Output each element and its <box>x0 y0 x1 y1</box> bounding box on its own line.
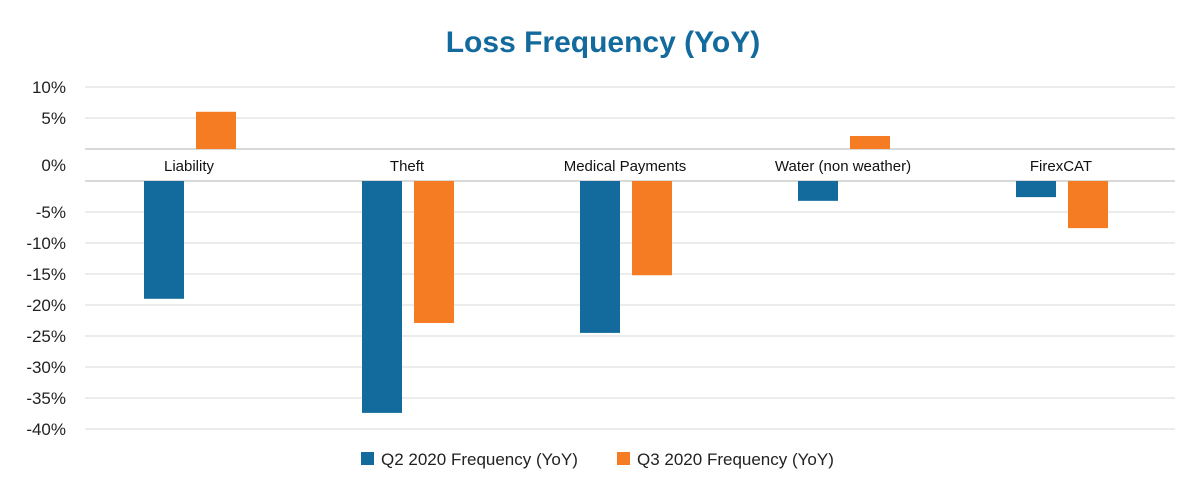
chart-title: Loss Frequency (YoY) <box>446 26 761 59</box>
y-tick-label: -20% <box>26 296 66 315</box>
y-axis: 10% 5% 0% -5% -10% -15% -20% -25% -30% -35% -40% <box>26 78 66 439</box>
bar-q3 <box>850 135 890 149</box>
bar-q2 <box>1016 181 1056 198</box>
bar-q2 <box>580 181 620 333</box>
x-tick-label: Liability <box>164 158 215 175</box>
y-tick-label: 10% <box>32 78 66 97</box>
x-tick-label: Medical Payments <box>564 158 687 175</box>
x-tick-label: Water (non weather) <box>775 158 911 175</box>
bar-q3 <box>1068 181 1108 229</box>
bar-q3 <box>196 111 236 149</box>
legend-swatch <box>361 452 374 465</box>
y-tick-label: -30% <box>26 358 66 377</box>
legend-swatch <box>617 452 630 465</box>
y-tick-label: -15% <box>26 265 66 284</box>
legend: Q2 2020 Frequency (YoY) Q3 2020 Frequency… <box>361 450 834 469</box>
bars <box>144 111 1108 413</box>
bar-q2 <box>144 181 184 299</box>
bar-q2 <box>362 181 402 413</box>
legend-label: Q2 2020 Frequency (YoY) <box>381 450 578 469</box>
y-tick-label: -25% <box>26 327 66 346</box>
bar-q2 <box>798 181 838 201</box>
legend-label: Q3 2020 Frequency (YoY) <box>637 450 834 469</box>
y-tick-label: -35% <box>26 389 66 408</box>
y-tick-label: 0% <box>41 156 66 175</box>
x-tick-label: Theft <box>390 158 425 175</box>
bar-q3 <box>632 181 672 276</box>
y-tick-label: 5% <box>41 109 66 128</box>
y-tick-label: -5% <box>36 203 66 222</box>
gridlines <box>85 86 1175 430</box>
y-tick-label: -10% <box>26 234 66 253</box>
x-axis-labels: Liability Theft Medical Payments Water (non… <box>164 158 1092 175</box>
bar-q3 <box>414 181 454 323</box>
y-tick-label: -40% <box>26 420 66 439</box>
x-tick-label: FirexCAT <box>1030 158 1092 175</box>
